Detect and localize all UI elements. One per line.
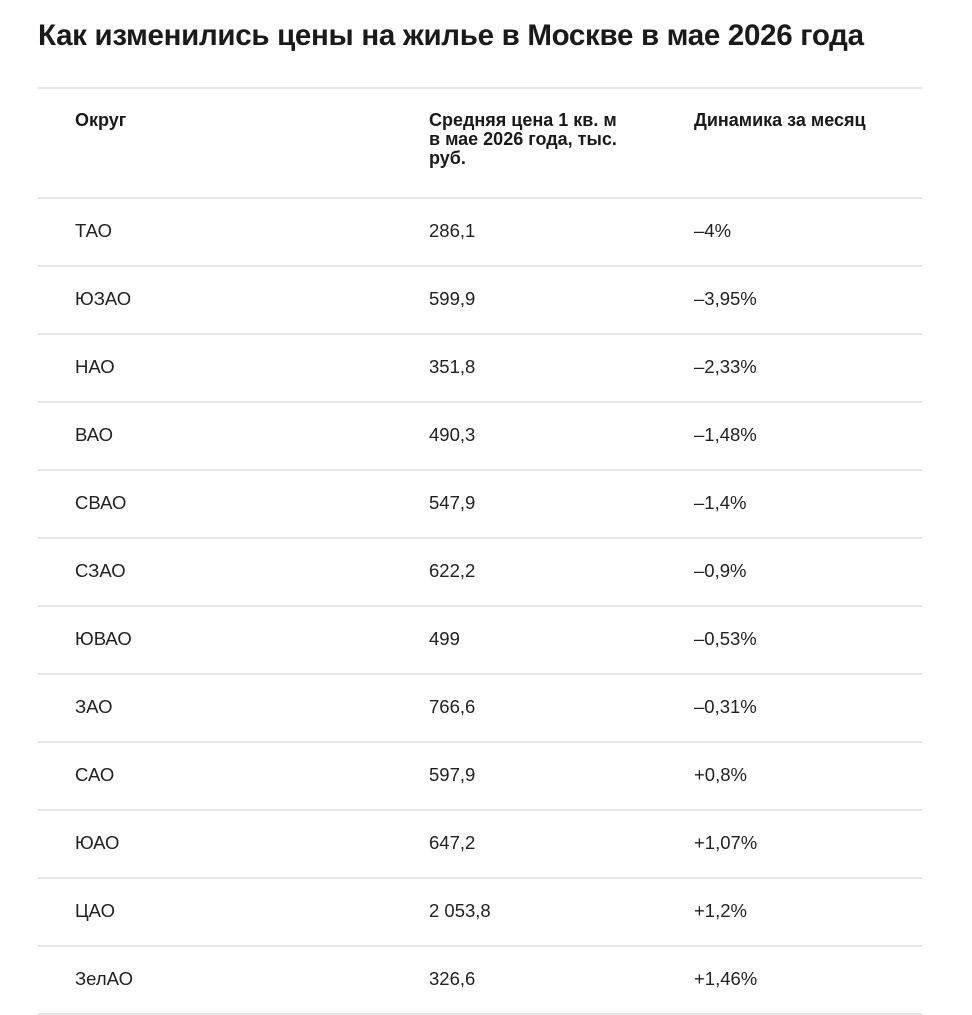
column-header-monthly-change: Динамика за месяц bbox=[694, 110, 866, 130]
table-header-row: Округ Средняя цена 1 кв. м в мае 2026 го… bbox=[38, 89, 922, 199]
table-row: САО 597,9 +0,8% bbox=[38, 743, 922, 811]
table-cell-avg-price: 286,1 bbox=[429, 220, 476, 241]
table-cell-monthly-change: +1,07% bbox=[694, 832, 758, 853]
table-row: СЗАО 622,2 –0,9% bbox=[38, 539, 922, 607]
table-cell-monthly-change: +0,8% bbox=[694, 764, 747, 785]
table-cell-avg-price: 490,3 bbox=[429, 424, 476, 445]
table-cell-district: ТАО bbox=[75, 220, 113, 241]
table-cell-monthly-change: –1,4% bbox=[694, 492, 747, 513]
table-cell-district: СВАО bbox=[75, 492, 127, 513]
table-cell-monthly-change: +1,2% bbox=[694, 900, 747, 921]
table-cell-avg-price: 766,6 bbox=[429, 696, 476, 717]
table-cell-avg-price: 597,9 bbox=[429, 764, 476, 785]
table-cell-monthly-change: –0,31% bbox=[694, 696, 757, 717]
table-cell-monthly-change: –0,9% bbox=[694, 560, 747, 581]
table-cell-monthly-change: +1,46% bbox=[694, 968, 758, 989]
table-row: СВАО 547,9 –1,4% bbox=[38, 471, 922, 539]
table-cell-monthly-change: –4% bbox=[694, 220, 732, 241]
table-cell-district: ЮАО bbox=[75, 832, 120, 853]
table-row: ЦАО 2 053,8 +1,2% bbox=[38, 879, 922, 947]
table-body: ТАО 286,1 –4% ЮЗАО 599,9 –3,95% НАО 351,8 –2,33%… bbox=[38, 199, 922, 1015]
table-cell-monthly-change: –2,33% bbox=[694, 356, 757, 377]
table-cell-district: ЗАО bbox=[75, 696, 113, 717]
table-row: ЮАО 647,2 +1,07% bbox=[38, 811, 922, 879]
table-cell-avg-price: 499 bbox=[429, 628, 460, 649]
table-cell-avg-price: 547,9 bbox=[429, 492, 476, 513]
table-cell-monthly-change: –3,95% bbox=[694, 288, 757, 309]
table-cell-avg-price: 2 053,8 bbox=[429, 900, 491, 921]
table-row: НАО 351,8 –2,33% bbox=[38, 335, 922, 403]
table-row: ЮВАО 499 –0,53% bbox=[38, 607, 922, 675]
table-row: ЗелАО 326,6 +1,46% bbox=[38, 947, 922, 1015]
table-cell-avg-price: 622,2 bbox=[429, 560, 476, 581]
table-cell-avg-price: 326,6 bbox=[429, 968, 476, 989]
table-cell-monthly-change: –0,53% bbox=[694, 628, 757, 649]
price-table: Округ Средняя цена 1 кв. м в мае 2026 го… bbox=[38, 87, 922, 1015]
table-cell-district: ЦАО bbox=[75, 900, 116, 921]
table-cell-district: ЮВАО bbox=[75, 628, 132, 649]
page-title: Как изменились цены на жилье в Москве в … bbox=[38, 19, 864, 52]
table-cell-district: ВАО bbox=[75, 424, 114, 445]
table-cell-avg-price: 351,8 bbox=[429, 356, 476, 377]
table-cell-district: ЮЗАО bbox=[75, 288, 132, 309]
table-cell-district: НАО bbox=[75, 356, 115, 377]
table-cell-avg-price: 599,9 bbox=[429, 288, 476, 309]
table-row: ЮЗАО 599,9 –3,95% bbox=[38, 267, 922, 335]
table-cell-district: САО bbox=[75, 764, 115, 785]
table-row: ЗАО 766,6 –0,31% bbox=[38, 675, 922, 743]
table-cell-district: ЗелАО bbox=[75, 968, 133, 989]
column-header-district: Округ bbox=[75, 110, 127, 130]
table-row: ТАО 286,1 –4% bbox=[38, 199, 922, 267]
table-cell-monthly-change: –1,48% bbox=[694, 424, 757, 445]
table-cell-district: СЗАО bbox=[75, 560, 126, 581]
column-header-avg-price: Средняя цена 1 кв. м в мае 2026 года, ты… bbox=[429, 110, 617, 168]
table-cell-avg-price: 647,2 bbox=[429, 832, 476, 853]
table-row: ВАО 490,3 –1,48% bbox=[38, 403, 922, 471]
